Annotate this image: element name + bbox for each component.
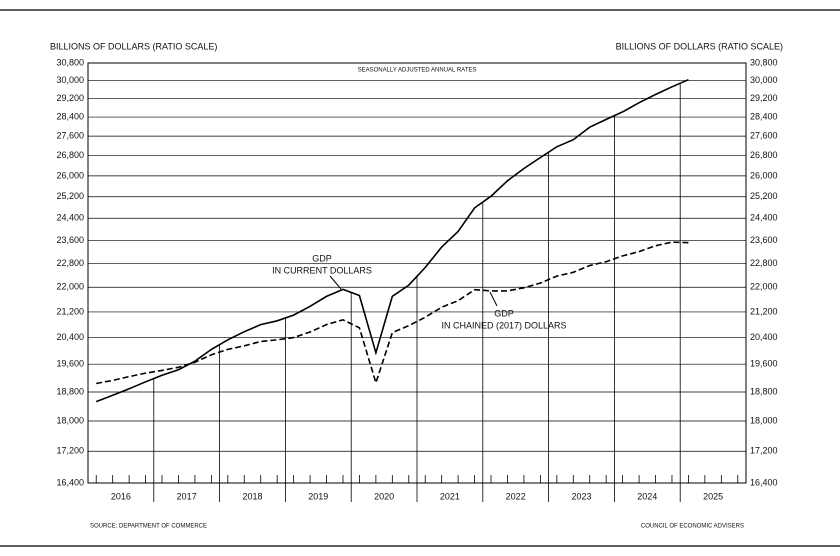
x-tick-label: 2021: [440, 491, 460, 501]
y2-tick-label: 26,800: [750, 150, 778, 160]
y-tick-label: 26,000: [56, 170, 84, 180]
y-tick-label: 17,200: [56, 446, 84, 456]
y-tick-label: 22,000: [56, 282, 84, 292]
subtitle: SEASONALLY ADJUSTED ANNUAL RATES: [358, 68, 477, 74]
series-line: [96, 241, 689, 386]
series-label: IN CURRENT DOLLARS: [272, 265, 372, 275]
y2-tick-label: 18,800: [750, 386, 778, 396]
y-tick-label: 25,200: [56, 191, 84, 201]
series-line: [95, 78, 689, 403]
y2-tick-label: 26,000: [750, 170, 778, 180]
annotation-arrow: [489, 291, 498, 307]
y-tick-label: 23,600: [56, 235, 84, 245]
y2-tick-label: 25,200: [750, 191, 778, 201]
y-tick-label: 16,400: [56, 477, 84, 487]
series-label: GDP: [494, 308, 514, 318]
x-tick-label: 2025: [703, 491, 723, 501]
y-tick-label: 24,400: [56, 213, 84, 223]
y2-tick-label: 17,200: [750, 446, 778, 456]
x-tick-label: 2024: [637, 491, 657, 501]
y2-tick-label: 27,600: [750, 130, 778, 140]
y-tick-label: 30,000: [56, 75, 84, 85]
y2-tick-label: 18,000: [750, 415, 778, 425]
y2-tick-label: 24,400: [750, 213, 778, 223]
y-tick-label: 22,800: [56, 258, 84, 268]
annotation-arrow: [329, 275, 342, 290]
source: SOURCE: DEPARTMENT OF COMMERCE: [90, 524, 207, 530]
y-tick-label: 20,400: [56, 332, 84, 342]
y2-axis-title: BILLIONS OF DOLLARS (RATIO SCALE): [616, 41, 783, 51]
y-tick-label: 26,800: [56, 150, 84, 160]
y2-tick-label: 28,400: [750, 111, 778, 121]
y2-tick-label: 22,000: [750, 282, 778, 292]
y-tick-label: 18,800: [56, 386, 84, 396]
x-tick-label: 2018: [242, 491, 262, 501]
y-tick-label: 19,600: [56, 359, 84, 369]
y-tick-label: 29,200: [56, 93, 84, 103]
y-tick-label: 18,000: [56, 415, 84, 425]
x-tick-label: 2022: [506, 491, 526, 501]
x-tick-label: 2016: [111, 491, 131, 501]
y2-tick-label: 20,400: [750, 332, 778, 342]
y-tick-label: 21,200: [56, 306, 84, 316]
y2-tick-label: 16,400: [750, 477, 778, 487]
y2-tick-label: 30,800: [750, 57, 778, 67]
credit: COUNCIL OF ECONOMIC ADVISERS: [641, 524, 744, 530]
y-tick-label: 27,600: [56, 130, 84, 140]
y2-tick-label: 22,800: [750, 258, 778, 268]
x-tick-label: 2019: [308, 491, 328, 501]
y2-tick-label: 29,200: [750, 93, 778, 103]
series-label: GDP: [312, 253, 332, 263]
y2-tick-label: 23,600: [750, 235, 778, 245]
y-axis-title: BILLIONS OF DOLLARS (RATIO SCALE): [50, 41, 217, 51]
y2-tick-label: 30,000: [750, 75, 778, 85]
x-tick-label: 2017: [177, 491, 197, 501]
x-tick-label: 2020: [374, 491, 394, 501]
y-tick-label: 30,800: [56, 57, 84, 67]
y-tick-label: 28,400: [56, 111, 84, 121]
y2-tick-label: 19,600: [750, 359, 778, 369]
y2-tick-label: 21,200: [750, 306, 778, 316]
series-label: IN CHAINED (2017) DOLLARS: [441, 320, 566, 330]
x-tick-label: 2023: [571, 491, 591, 501]
